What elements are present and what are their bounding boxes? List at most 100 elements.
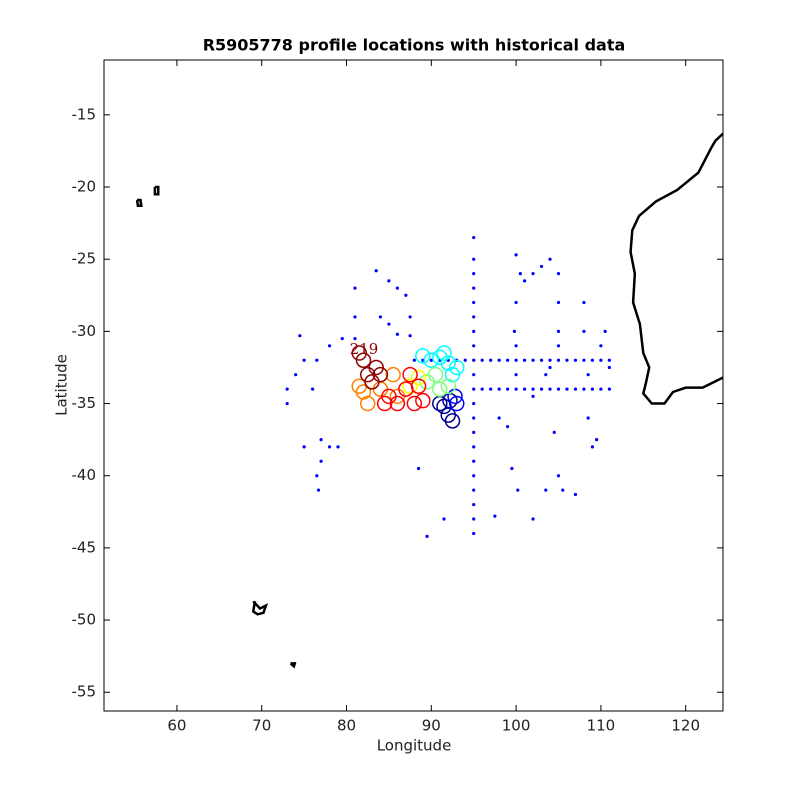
annotation: 219 (350, 340, 379, 358)
historical-point (472, 286, 476, 290)
historical-point (472, 502, 476, 507)
historical-point (327, 344, 332, 348)
profile-point (444, 413, 461, 429)
x-tick-label: 110 (587, 717, 616, 735)
historical-point (556, 474, 561, 478)
profile-point (410, 369, 427, 386)
historical-point (497, 416, 501, 420)
historical-point (565, 387, 569, 391)
historical-point (522, 358, 527, 362)
historical-point (353, 336, 357, 341)
historical-point (408, 334, 412, 338)
x-tick-label: 90 (422, 717, 441, 735)
historical-point (416, 466, 421, 471)
y-tick-label: -15 (72, 105, 97, 123)
profile-point (432, 349, 448, 366)
historical-point (412, 358, 416, 362)
y-axis-label: Latitude (53, 354, 71, 416)
historical-point (512, 329, 517, 333)
profile-point (436, 345, 452, 361)
historical-point (565, 358, 569, 362)
x-axis-label: Longitude (377, 737, 452, 755)
historical-point (489, 387, 493, 391)
historical-point (603, 329, 607, 333)
historical-point (472, 373, 476, 377)
profile-point (440, 355, 457, 371)
y-tick-label: -45 (72, 538, 97, 556)
historical-point (599, 387, 603, 391)
historical-point (472, 300, 476, 305)
historical-point (387, 322, 391, 326)
historical-point (425, 534, 429, 538)
historical-point (586, 416, 590, 420)
historical-point (285, 401, 289, 406)
historical-point (607, 387, 611, 391)
historical-point (544, 373, 548, 377)
profile-point (432, 381, 448, 397)
historical-point (442, 517, 446, 521)
historical-point (556, 358, 561, 362)
historical-point (480, 387, 484, 391)
historical-point (556, 300, 561, 305)
historical-point (472, 416, 476, 420)
historical-point (548, 387, 552, 391)
historical-point (493, 514, 497, 518)
historical-point (472, 459, 476, 463)
historical-point (518, 272, 522, 276)
historical-point (298, 334, 302, 338)
historical-point (302, 358, 306, 362)
historical-point (472, 387, 476, 391)
historical-point (472, 430, 476, 435)
historical-point (319, 438, 323, 442)
x-tick-label: 80 (337, 717, 356, 735)
profile-point (376, 395, 393, 412)
historical-point (514, 373, 518, 377)
historical-point (599, 344, 603, 348)
historical-point (302, 445, 306, 449)
plot-frame (103, 59, 724, 712)
historical-point (294, 373, 298, 377)
historical-point (340, 336, 344, 341)
historical-point (497, 387, 501, 391)
historical-point (548, 358, 552, 362)
historical-point (472, 329, 476, 333)
historical-point (429, 358, 433, 362)
historical-point (472, 445, 476, 449)
historical-point (472, 474, 476, 478)
profile-point (423, 352, 440, 368)
profile-point (410, 378, 427, 394)
historical-point (514, 358, 518, 362)
historical-point (531, 394, 535, 398)
historical-point (607, 365, 611, 370)
historical-point (463, 358, 467, 362)
profile-point (351, 345, 367, 361)
historical-point (387, 279, 391, 283)
historical-point (489, 358, 493, 362)
historical-point (472, 531, 476, 536)
historical-point (556, 329, 561, 333)
historical-point (378, 315, 383, 319)
historical-point (573, 387, 578, 391)
chart-title: R5905778 profile locations with historic… (203, 36, 626, 55)
y-tick-label: -40 (72, 466, 97, 484)
profile-point (440, 378, 457, 394)
historical-point (590, 445, 595, 449)
historical-point (472, 344, 476, 348)
historical-point (472, 358, 476, 362)
x-tick-label: 120 (671, 717, 700, 735)
historical-point (531, 517, 535, 521)
historical-point (586, 373, 590, 377)
profile-point (444, 366, 461, 383)
coastline (153, 185, 160, 196)
historical-point (472, 401, 476, 406)
historical-point (531, 272, 535, 276)
historical-point (531, 387, 535, 391)
y-tick-label: -20 (72, 178, 97, 196)
x-tick-label: 70 (252, 717, 271, 735)
historical-point (531, 358, 535, 362)
historical-point (310, 387, 315, 391)
x-tick-label: 100 (502, 717, 531, 735)
historical-point (395, 286, 399, 290)
historical-point (544, 488, 548, 492)
